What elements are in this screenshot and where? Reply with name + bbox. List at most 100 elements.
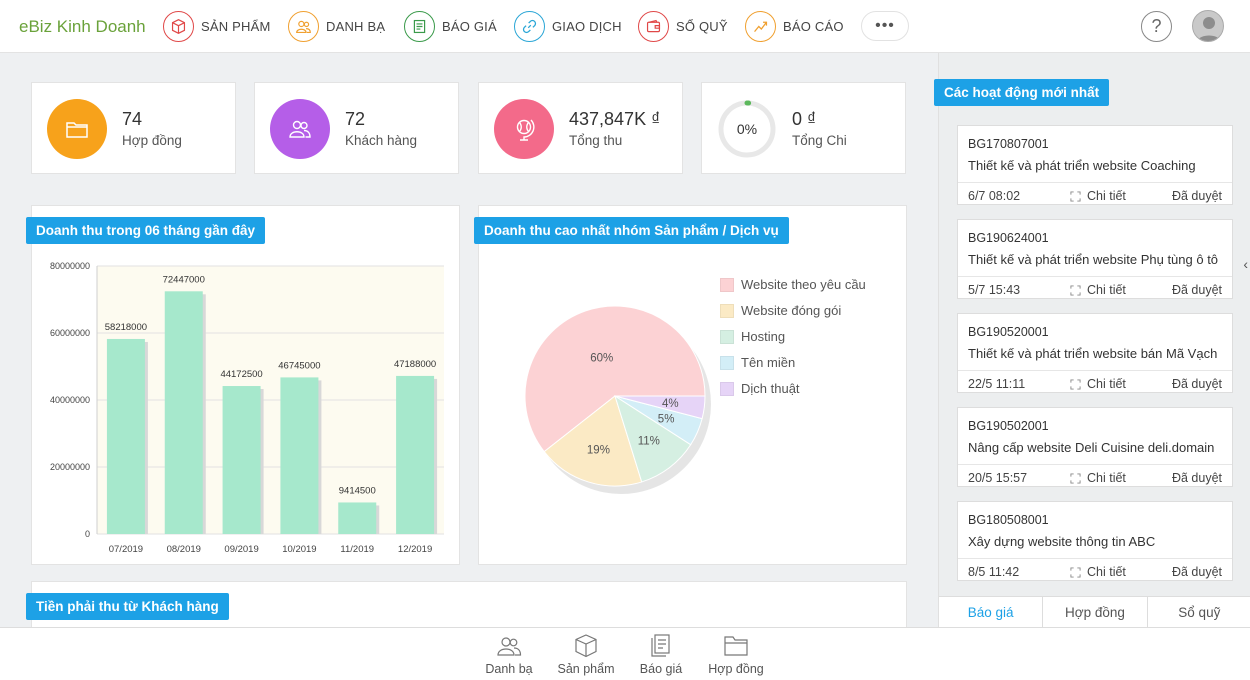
pie-slice[interactable] [614,395,706,420]
activity-panel: Các hoạt động mới nhất BG170807001 Thiết… [934,53,1250,627]
stat-value: 72 [345,109,366,129]
bar[interactable] [396,375,435,534]
activity-code: BG180508001 [968,513,1049,527]
bar[interactable] [338,502,377,534]
pie-slice[interactable] [543,395,643,487]
nav-label: SỔ QUỸ [676,19,728,34]
box-icon [163,11,194,42]
activity-detail-link[interactable]: Chi tiết [1070,377,1126,391]
top-group-pie-chart: 60% 19% 11% 5% 4% [524,305,711,494]
legend-swatch [720,277,734,292]
globe-icon [494,99,554,159]
ring-percent: 0% [736,121,758,137]
activity-description: Thiết kế và phát triển website Coaching [968,158,1196,173]
tab-hop-dong[interactable]: Hợp đồng [1043,597,1148,627]
stat-label: Hợp đồng [122,133,182,148]
legend-label: Website theo yêu cầu [741,277,866,292]
box-icon [575,634,597,658]
nav-bao-gia[interactable]: BÁO GIÁ [404,10,497,43]
contacts-icon [288,11,319,42]
legend-swatch [720,355,734,370]
nav-san-pham[interactable]: SẢN PHẨM [163,10,271,43]
legend-label: Tên miền [741,355,796,370]
activity-status: Đã duyệt [1171,471,1222,485]
legend-label: Dịch thuật [741,381,800,396]
bar-value-label: 72447000 [163,274,205,285]
top-navigation-bar: eBiz Kinh Doanh SẢN PHẨM DANH BẠ BÁO GIÁ… [0,0,1250,53]
bar[interactable] [280,377,319,534]
activity-time: 5/7 15:43 [968,283,1021,297]
activity-detail-label: Chi tiết [1087,565,1126,579]
activity-description: Thiết kế và phát triển website Phụ tùng … [968,252,1219,267]
tab-bao-gia[interactable]: Báo giá [939,597,1044,627]
activity-status: Đã duyệt [1171,377,1222,391]
shortcut-label: Sản phẩm [557,662,615,676]
stat-value: 74 [122,109,143,129]
bar-value-label: 47188000 [394,359,436,370]
folder-icon [724,636,748,656]
nav-label: GIAO DỊCH [552,19,622,34]
user-avatar[interactable] [1192,10,1224,42]
tab-so-quy[interactable]: Sổ quỹ [1178,604,1221,620]
help-icon[interactable]: ? [1141,11,1172,42]
pie-slice-label: 60% [590,353,613,365]
bar[interactable] [106,338,145,534]
contacts-icon [497,637,522,656]
app-brand[interactable]: eBiz Kinh Doanh [19,17,146,36]
shortcut-danh-ba[interactable]: Danh bạ [478,634,540,676]
bar[interactable] [164,291,203,534]
activity-card[interactable]: BG190520001 Thiết kế và phát triển websi… [957,313,1233,393]
pie-legend-item[interactable]: Tên miền [720,355,795,370]
nav-label: DANH BẠ [326,19,386,34]
y-tick-label: 20000000 [50,462,90,472]
shortcut-hop-dong[interactable]: Hợp đồng [705,634,767,676]
pie-legend-item[interactable]: Dịch thuật [720,381,800,396]
nav-giao-dich[interactable]: GIAO DỊCH [514,10,622,43]
activity-detail-link[interactable]: Chi tiết [1070,283,1126,297]
quote-icon [404,11,435,42]
activity-card[interactable]: BG180508001 Xây dựng website thông tin A… [957,501,1233,581]
activity-detail-link[interactable]: Chi tiết [1070,565,1126,579]
legend-swatch [720,329,734,344]
pie-legend-item[interactable]: Website đóng gói [720,303,841,318]
pie-slice-label: 5% [658,413,675,425]
more-menu-button[interactable]: ••• [861,11,909,41]
pie-legend-item[interactable]: Hosting [720,329,785,344]
nav-bao-cao[interactable]: BÁO CÁO [745,10,844,43]
stat-label: Khách hàng [345,133,418,148]
expand-icon [1070,566,1081,578]
expand-icon [1070,190,1081,202]
activity-tabs: Báo giá Hợp đồng Sổ quỹ [939,596,1250,627]
legend-swatch [720,381,734,396]
activity-card[interactable]: BG190624001 Thiết kế và phát triển websi… [957,219,1233,299]
activity-card[interactable]: BG170807001 Thiết kế và phát triển websi… [957,125,1233,205]
y-tick-label: 0 [85,529,90,539]
receivable-title: Tiền phải thu từ Khách hàng [26,593,229,620]
stat-card-customers[interactable]: 72 Khách hàng [254,82,459,174]
nav-danh-ba[interactable]: DANH BẠ [288,10,385,43]
expand-icon [1070,472,1081,484]
pie-slice[interactable] [524,305,706,453]
y-tick-label: 60000000 [50,328,90,338]
shortcut-san-pham[interactable]: Sản phẩm [555,634,617,676]
activity-time: 8/5 11:42 [968,565,1020,579]
shortcut-bao-gia[interactable]: Báo giá [630,634,692,676]
pie-slice-label: 11% [638,435,660,447]
pie-legend-item[interactable]: Website theo yêu cầu [720,277,866,292]
activity-card[interactable]: BG190502001 Nâng cấp website Deli Cuisin… [957,407,1233,487]
activity-detail-link[interactable]: Chi tiết [1070,471,1126,485]
bar[interactable] [222,386,261,534]
top-group-chart-panel: 60% 19% 11% 5% 4% [478,205,907,565]
activity-time: 20/5 15:57 [968,471,1028,485]
activity-detail-link[interactable]: Chi tiết [1070,189,1126,203]
collapse-arrow-icon[interactable]: ‹ [1243,256,1248,272]
nav-so-quy[interactable]: SỔ QUỸ [638,10,728,43]
activity-footer: 20/5 15:57 Chi tiết Đã duyệt [958,464,1232,487]
pie-slice-label: 19% [587,444,610,456]
stat-card-total-income[interactable]: 437,847K ₫ Tổng thu [478,82,683,174]
activity-description: Xây dựng website thông tin ABC [968,534,1156,549]
stat-card-total-expense[interactable]: 0% 0 ₫ Tổng Chi [701,82,906,174]
activity-status: Đã duyệt [1171,565,1222,579]
activity-footer: 6/7 08:02 Chi tiết Đã duyệt [958,182,1232,205]
stat-card-contracts[interactable]: 74 Hợp đồng [31,82,236,174]
